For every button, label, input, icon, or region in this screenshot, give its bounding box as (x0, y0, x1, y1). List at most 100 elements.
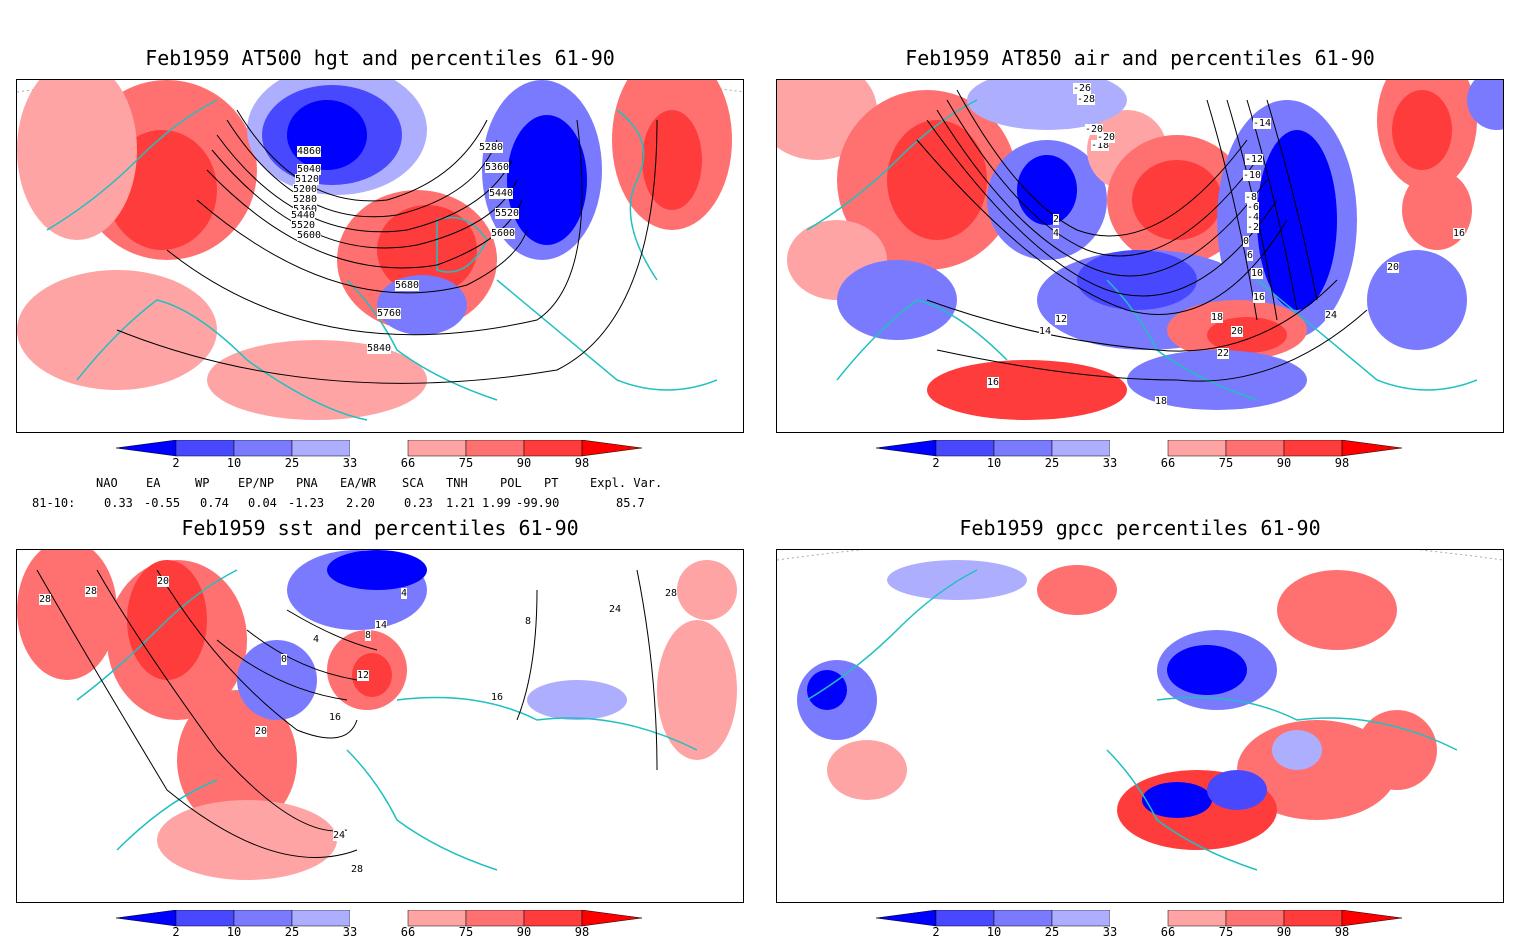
index-value-pna: -1.23 (288, 496, 325, 510)
colorbar-tick: 90 (1276, 456, 1292, 470)
index-header-wp: WP (195, 476, 210, 490)
index-header-pna: PNA (296, 476, 318, 490)
contour-label: 28 (85, 586, 98, 597)
contour-label: 20 (255, 726, 268, 737)
index-value-explvar: 85.7 (616, 496, 645, 510)
index-header-epnp: EP/NP (238, 476, 275, 490)
index-header-explvar: Expl. Var. (590, 476, 663, 490)
contour-label: -28 (1077, 94, 1096, 105)
contour-label: 5520 (495, 208, 520, 219)
colorbar-tick: 10 (226, 925, 242, 939)
index-value-pol: 1.99 (482, 496, 511, 510)
contour-label: 20 (1231, 326, 1244, 337)
contour-label: 16 (987, 377, 1000, 388)
index-row-label: 81-10: (32, 496, 76, 510)
contour-label: 5440 (489, 188, 514, 199)
contour-label: 14 (1039, 326, 1052, 337)
map-hgt500: 4860 5040 5120 5200 5280 5360 5440 5520 … (16, 79, 744, 433)
colorbar-tick: 25 (1044, 456, 1060, 470)
colorbar-bottom-left: 2 10 25 33 66 75 90 98 (116, 910, 646, 940)
contour-label: 20 (157, 576, 170, 587)
contour-label: 5360 (485, 162, 510, 173)
index-header-pol: POL (500, 476, 522, 490)
contour-label: -8 (1245, 192, 1258, 203)
colorbar-tick: 75 (458, 925, 474, 939)
panel-title-hgt500: Feb1959 AT500 hgt and percentiles 61-90 (145, 46, 615, 70)
contour-label: 28 (39, 594, 52, 605)
map-air850: -26 -28 -20 -18 -20 -14 -12 -10 -8 -6 -4… (776, 79, 1504, 433)
colorbar-tick: 2 (932, 925, 940, 939)
contour-label: 5440 (291, 210, 316, 221)
contour-label: 5520 (291, 220, 316, 231)
contour-label: 5040 (297, 164, 322, 175)
contour-label: -14 (1253, 118, 1272, 129)
contour-label: -18 (1091, 140, 1110, 151)
colorbar-tick: 98 (1334, 456, 1350, 470)
contour-label: 14 (375, 620, 388, 631)
colorbar-tick: 90 (516, 925, 532, 939)
colorbar-top-left: 2 10 25 33 66 75 90 98 (116, 440, 646, 474)
index-header-eawr: EA/WR (340, 476, 377, 490)
index-header-ea: EA (146, 476, 161, 490)
index-value-nao: 0.33 (104, 496, 133, 510)
contour-label: 5280 (293, 194, 318, 205)
contour-label: 5120 (295, 174, 320, 185)
colorbar-bottom-right: 2 10 25 33 66 75 90 98 (876, 910, 1406, 940)
contour-label: 24 (609, 604, 622, 615)
contour-label: -12 (1245, 154, 1264, 165)
colorbar-tick: 25 (1044, 925, 1060, 939)
colorbar-tick: 98 (1334, 925, 1350, 939)
contour-label: 10 (1251, 268, 1264, 279)
colorbar-tick: 33 (1102, 925, 1118, 939)
colorbar-tick: 66 (1160, 456, 1176, 470)
colorbar-tick: 66 (400, 456, 416, 470)
index-header-pt: PT (544, 476, 559, 490)
contour-label: 5760 (377, 308, 402, 319)
colorbar-tick: 33 (1102, 456, 1118, 470)
colorbar-tick: 66 (400, 925, 416, 939)
contour-label: 4 (313, 634, 320, 645)
contour-label: 18 (1211, 312, 1224, 323)
contour-label: -20 (1085, 124, 1104, 135)
index-header-tnh: TNH (446, 476, 468, 490)
colorbar-tick: 10 (986, 925, 1002, 939)
index-value-eawr: 2.20 (346, 496, 375, 510)
contour-label: -10 (1243, 170, 1262, 181)
colorbar-tick: 10 (986, 456, 1002, 470)
contour-label: 22 (1217, 348, 1230, 359)
contour-label: 8 (525, 616, 532, 627)
contour-label: 5680 (395, 280, 420, 291)
index-value-pt: -99.90 (516, 496, 560, 510)
contour-label: 24 (333, 830, 346, 841)
colorbar-tick: 25 (284, 456, 300, 470)
colorbar-tick: 33 (342, 925, 358, 939)
contour-label: 12 (1055, 314, 1068, 325)
contour-label: -2 (1247, 222, 1260, 233)
contour-label: 24 (1325, 310, 1338, 321)
contour-label: 16 (1453, 228, 1466, 239)
map-sst: 28 28 20 0 4 8 12 14 16 20 24 28 24 28 1… (16, 549, 744, 903)
contour-label: 16 (1253, 292, 1266, 303)
contour-label: 28 (665, 588, 678, 599)
colorbar-tick: 98 (574, 456, 590, 470)
contour-label: 5600 (297, 230, 322, 241)
colorbar-tick: 33 (342, 456, 358, 470)
index-value-wp: 0.74 (200, 496, 229, 510)
contour-label: 16 (491, 692, 504, 703)
contour-label: 6 (1247, 250, 1254, 261)
contour-label: -26 (1073, 83, 1092, 94)
contour-label: 28 (351, 864, 364, 875)
colorbar-tick: 90 (1276, 925, 1292, 939)
panel-title-gpcc: Feb1959 gpcc percentiles 61-90 (959, 516, 1321, 540)
colorbar-tick: 2 (172, 925, 180, 939)
colorbar-tick: 66 (1160, 925, 1176, 939)
contour-label: 5360 (293, 204, 318, 215)
colorbar-top-right: 2 10 25 33 66 75 90 98 (876, 440, 1406, 474)
contour-label: 5600 (491, 228, 516, 239)
contour-label: 16 (329, 712, 342, 723)
colorbar-tick: 2 (932, 456, 940, 470)
contour-label: 2 (1053, 214, 1060, 225)
index-value-sca: 0.23 (404, 496, 433, 510)
contour-label: -6 (1247, 202, 1260, 213)
contour-label: 18 (1155, 396, 1168, 407)
